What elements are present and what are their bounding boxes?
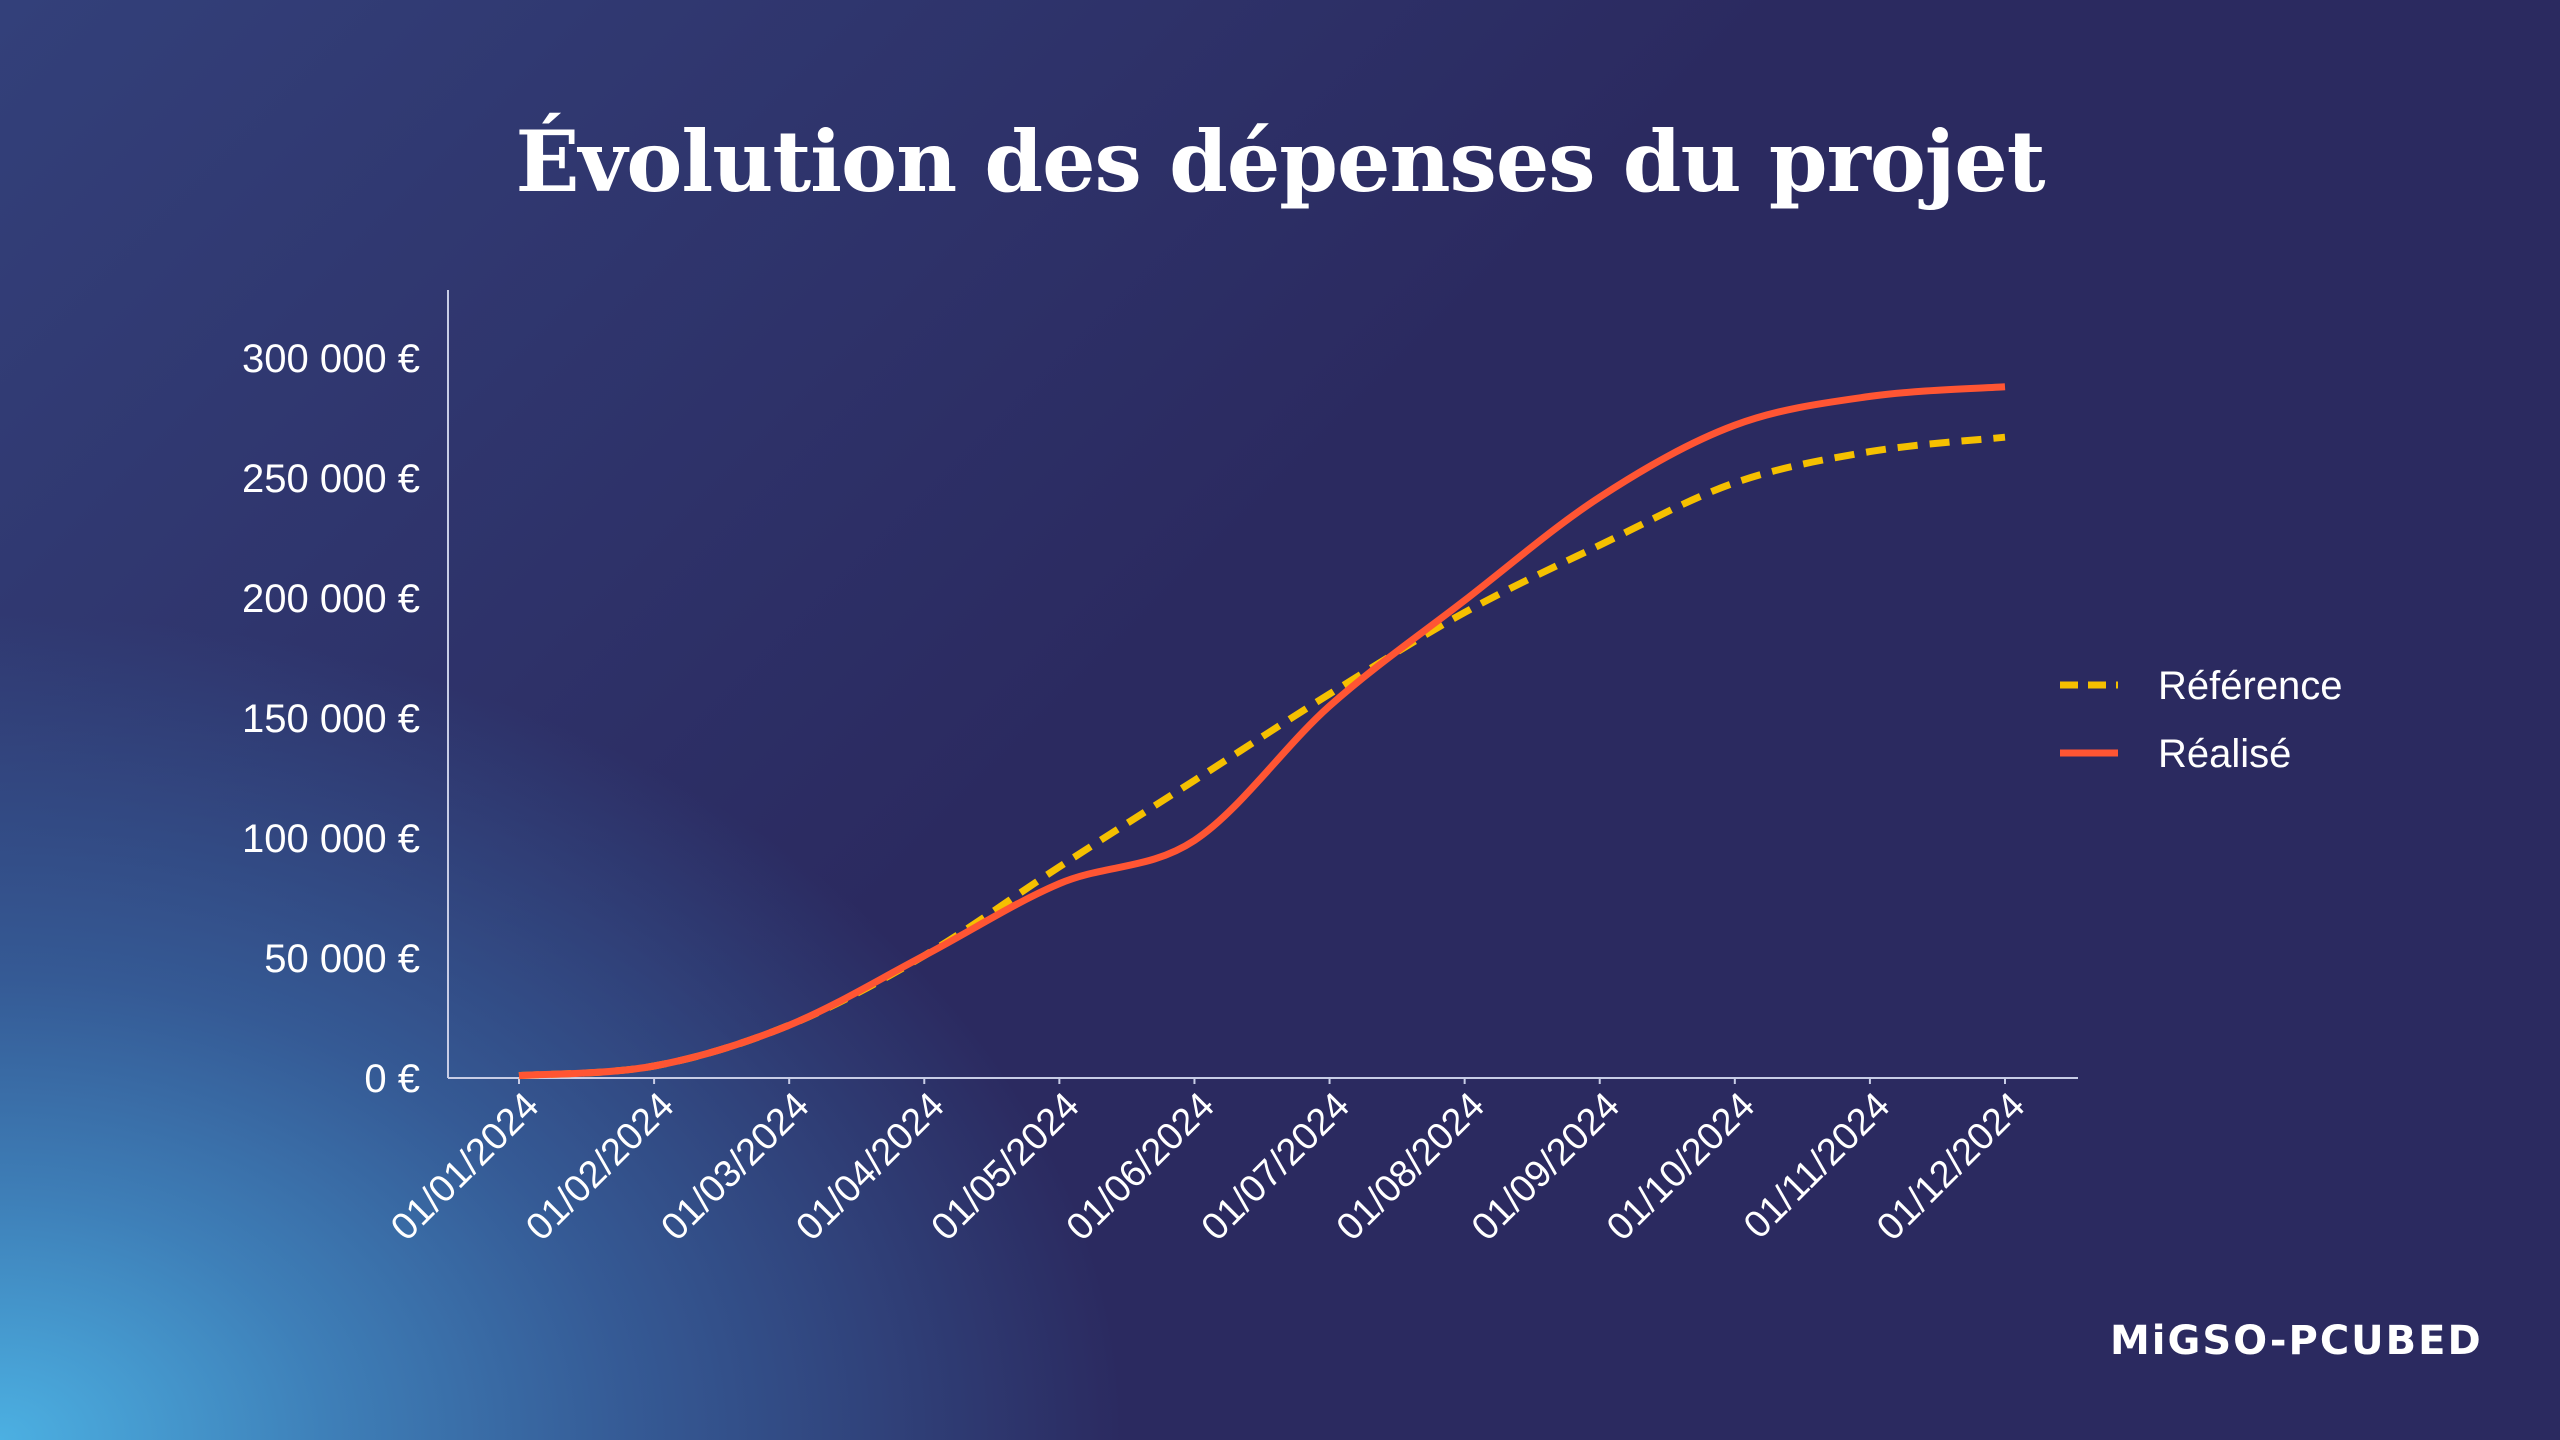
brand-logo: MiGSO-PCUBED (2110, 1318, 2483, 1364)
y-tick-label: 300 000 € (242, 337, 420, 381)
y-tick-label: 200 000 € (242, 577, 420, 621)
series-line-reference (518, 433, 2006, 1080)
y-tick-label: 150 000 € (242, 697, 420, 741)
x-tick-label: 01/12/2024 (1869, 1085, 2033, 1249)
chart-title: Évolution des dépenses du projet (515, 112, 2045, 211)
x-tick-label: 01/10/2024 (1599, 1085, 1763, 1249)
y-tick-label: 100 000 € (242, 817, 420, 861)
y-tick-label: 0 € (364, 1057, 420, 1101)
legend-label: Réalisé (2158, 732, 2291, 776)
legend-label: Référence (2158, 664, 2343, 708)
y-tick-label: 50 000 € (264, 937, 420, 981)
y-tick-label: 250 000 € (242, 457, 420, 501)
series-line-realise (518, 383, 2006, 1080)
